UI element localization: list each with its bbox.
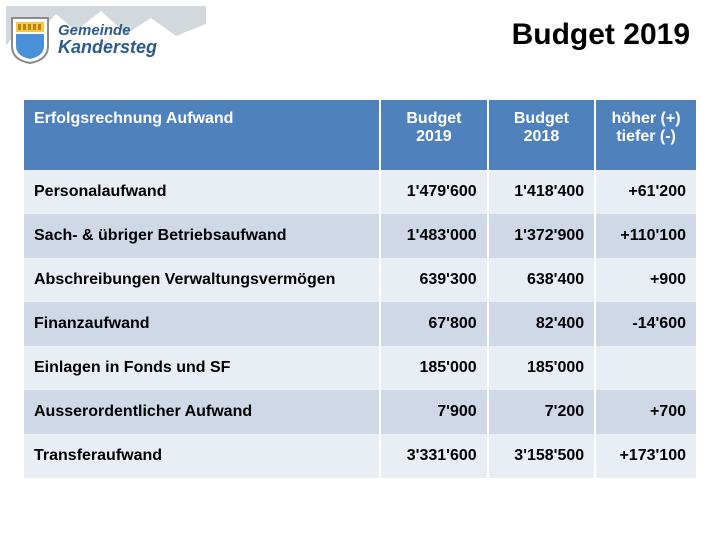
cell-diff: -14'600 — [595, 302, 696, 346]
cell-diff: +61'200 — [595, 170, 696, 214]
cell-b2018: 185'000 — [488, 346, 596, 390]
col-header-2: Budget 2018 — [488, 100, 596, 170]
row-label: Ausserordentlicher Aufwand — [24, 390, 380, 434]
cell-diff — [595, 346, 696, 390]
row-label: Transferaufwand — [24, 434, 380, 478]
cell-b2019: 67'800 — [380, 302, 488, 346]
col-header-1: Budget 2019 — [380, 100, 488, 170]
logo-text: Gemeinde Kandersteg — [58, 23, 157, 56]
cell-b2019: 185'000 — [380, 346, 488, 390]
col-header-3: höher (+) tiefer (-) — [595, 100, 696, 170]
row-label: Sach- & übriger Betriebsaufwand — [24, 214, 380, 258]
row-label: Personalaufwand — [24, 170, 380, 214]
logo-line1: Gemeinde — [58, 23, 157, 38]
cell-b2018: 1'372'900 — [488, 214, 596, 258]
table-row: Abschreibungen Verwaltungsvermögen 639'3… — [24, 258, 696, 302]
row-label: Abschreibungen Verwaltungsvermögen — [24, 258, 380, 302]
crest-icon — [10, 16, 50, 64]
cell-b2019: 1'479'600 — [380, 170, 488, 214]
cell-diff: +173'100 — [595, 434, 696, 478]
logo-line2: Kandersteg — [58, 38, 157, 56]
row-label: Einlagen in Fonds und SF — [24, 346, 380, 390]
cell-b2018: 3'158'500 — [488, 434, 596, 478]
cell-diff: +700 — [595, 390, 696, 434]
budget-table-wrap: Erfolgsrechnung Aufwand Budget 2019 Budg… — [24, 100, 696, 478]
cell-diff: +110'100 — [595, 214, 696, 258]
table-row: Transferaufwand 3'331'600 3'158'500 +173… — [24, 434, 696, 478]
cell-b2018: 1'418'400 — [488, 170, 596, 214]
cell-b2018: 638'400 — [488, 258, 596, 302]
table-row: Einlagen in Fonds und SF 185'000 185'000 — [24, 346, 696, 390]
logo-area: Gemeinde Kandersteg — [6, 6, 206, 68]
budget-table: Erfolgsrechnung Aufwand Budget 2019 Budg… — [24, 100, 696, 478]
cell-diff: +900 — [595, 258, 696, 302]
cell-b2019: 7'900 — [380, 390, 488, 434]
cell-b2019: 1'483'000 — [380, 214, 488, 258]
page-title: Budget 2019 — [512, 18, 690, 52]
table-row: Personalaufwand 1'479'600 1'418'400 +61'… — [24, 170, 696, 214]
col-header-0: Erfolgsrechnung Aufwand — [24, 100, 380, 170]
cell-b2019: 3'331'600 — [380, 434, 488, 478]
row-label: Finanzaufwand — [24, 302, 380, 346]
table-row: Finanzaufwand 67'800 82'400 -14'600 — [24, 302, 696, 346]
cell-b2019: 639'300 — [380, 258, 488, 302]
cell-b2018: 7'200 — [488, 390, 596, 434]
cell-b2018: 82'400 — [488, 302, 596, 346]
table-row: Sach- & übriger Betriebsaufwand 1'483'00… — [24, 214, 696, 258]
table-row: Ausserordentlicher Aufwand 7'900 7'200 +… — [24, 390, 696, 434]
table-header-row: Erfolgsrechnung Aufwand Budget 2019 Budg… — [24, 100, 696, 170]
